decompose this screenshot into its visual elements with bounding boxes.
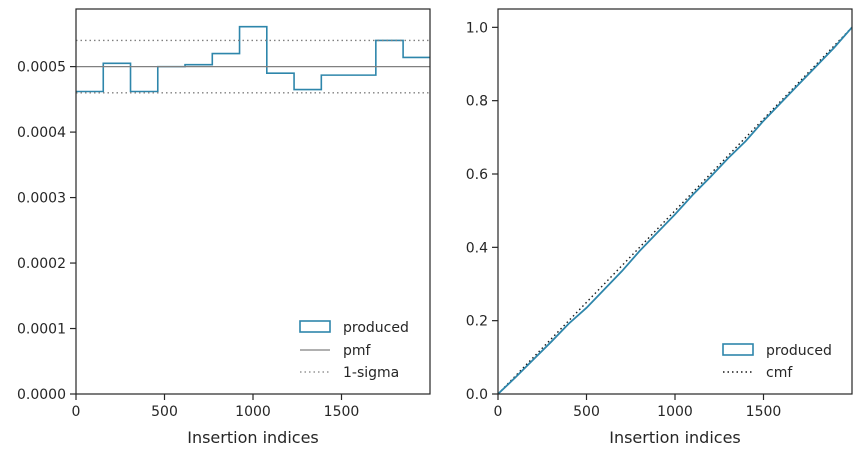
r-x-tick-label: 500: [573, 404, 600, 420]
l-y-tick-label: 0.0004: [17, 125, 66, 141]
r-y-tick-label: 1.0: [466, 20, 488, 36]
l-y-tick-label: 0.0003: [17, 191, 66, 207]
legend-label-pmf: pmf: [343, 343, 372, 359]
legend-label-sigma: 1-sigma: [343, 365, 399, 381]
r-x-tick-label: 1500: [746, 404, 782, 420]
right-legend: produced cmf: [722, 343, 832, 381]
l-y-tick-label: 0.0005: [17, 60, 66, 76]
legend-label-cmf: cmf: [766, 365, 793, 381]
right-plot-frame: [497, 8, 853, 395]
r-x-tick-label: 0: [494, 404, 503, 420]
legend-label-produced-right: produced: [766, 343, 832, 359]
r-y-tick-label: 0.0: [466, 387, 488, 403]
cmf-line: [497, 26, 853, 395]
l-y-tick-label: 0.0002: [17, 256, 66, 272]
l-x-tick-label: 1500: [324, 404, 360, 420]
right-x-axis-title: Insertion indices: [609, 428, 741, 447]
r-y-tick-label: 0.2: [466, 314, 488, 330]
left-legend: produced pmf 1-sigma: [299, 320, 409, 381]
l-y-tick-label: 0.0001: [17, 322, 66, 338]
l-x-tick-label: 0: [72, 404, 81, 420]
left-x-axis-title: Insertion indices: [187, 428, 319, 447]
produced-cumulative-line: [497, 26, 853, 395]
produced-step-histogram: [76, 25, 430, 93]
right-chart: 0 500 1000 1500 0.0 0.2 0.4 0.6 0.8 1.0 Insertio…: [466, 8, 853, 447]
l-x-tick-label: 1000: [235, 404, 271, 420]
r-y-tick-label: 0.6: [466, 167, 488, 183]
l-x-tick-label: 500: [151, 404, 178, 420]
legend-label-produced: produced: [343, 320, 409, 336]
legend-swatch-produced: [299, 320, 331, 333]
left-chart: 0 500 1000 1500 0.0000 0.0001 0.0002 0.0003 0.0…: [17, 8, 431, 447]
r-x-tick-label: 1000: [657, 404, 693, 420]
r-y-tick-label: 0.8: [466, 94, 488, 110]
l-y-tick-label: 0.0000: [17, 387, 66, 403]
r-y-tick-label: 0.4: [466, 240, 488, 256]
legend-swatch-produced-right: [722, 343, 754, 356]
